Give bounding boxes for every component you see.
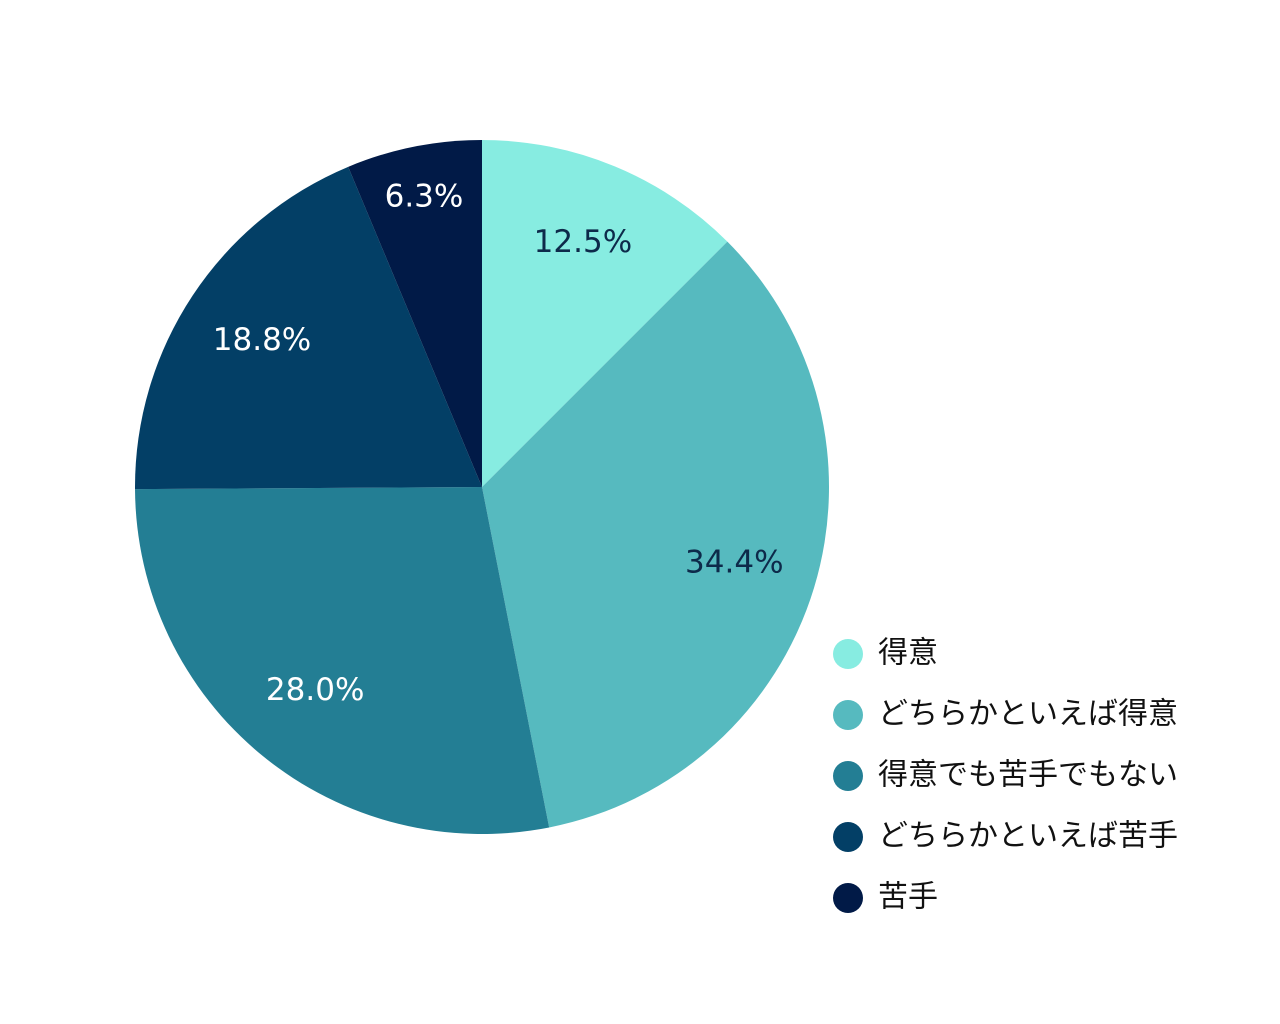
legend-marker [833,639,863,669]
legend-label: どちらかといえば苦手 [878,819,1178,854]
legend-label: 苦手 [878,880,938,915]
legend-label: 得意 [878,636,938,671]
legend-label: 得意でも苦手でもない [878,758,1178,793]
slice-label: 18.8% [213,322,311,358]
pie-slice [348,140,482,487]
legend-marker [833,883,863,913]
slice-label: 12.5% [534,224,632,260]
slice-label: 34.4% [685,544,783,580]
pie-slice [135,487,550,834]
pie-slice [482,241,829,828]
pie-slice [135,166,482,490]
legend-marker [833,761,863,791]
slice-label: 6.3% [385,178,464,214]
legend-marker [833,700,863,730]
pie-slice [482,140,728,487]
slice-label: 28.0% [266,672,364,708]
legend-label: どちらかといえば得意 [878,697,1178,732]
legend-marker [833,822,863,852]
